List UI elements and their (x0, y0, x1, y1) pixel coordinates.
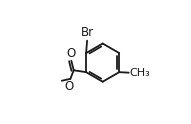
Text: Br: Br (81, 26, 94, 39)
Text: CH₃: CH₃ (129, 68, 150, 78)
Text: O: O (66, 47, 75, 60)
Text: O: O (65, 80, 74, 93)
